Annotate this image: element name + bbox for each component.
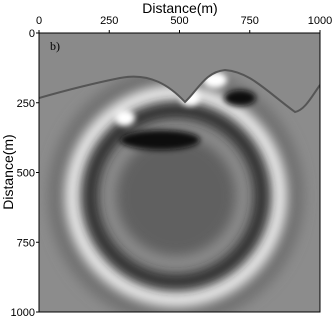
y-tick-label: 500 (17, 168, 35, 180)
image (39, 33, 320, 312)
y-tick-label: 750 (17, 237, 35, 249)
x-tick-label: 1000 (308, 15, 332, 27)
panel-label: b) (50, 39, 60, 53)
x-tick-label: 750 (241, 15, 259, 27)
y-axis-label: Distance(m) (0, 134, 16, 209)
x-tick-label: 500 (170, 15, 188, 27)
y-tick-label: 250 (17, 98, 35, 110)
x-tick-label: 0 (36, 15, 42, 27)
x-axis-label: Distance(m) (142, 0, 217, 16)
x-tick-label: 250 (100, 15, 118, 27)
y-tick-label: 1000 (11, 307, 35, 319)
y-tick-label: 0 (29, 28, 35, 40)
